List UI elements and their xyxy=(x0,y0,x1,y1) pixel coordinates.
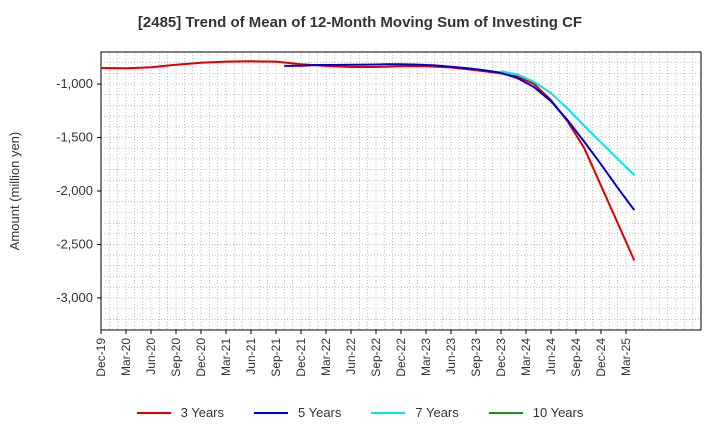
chart-title: [2485] Trend of Mean of 12-Month Moving … xyxy=(137,14,583,31)
legend-swatch xyxy=(488,411,523,414)
legend-swatch xyxy=(371,411,406,414)
x-tick-label: Sep-20 xyxy=(169,338,183,377)
legend-swatch xyxy=(136,411,171,414)
series-line-7-years xyxy=(500,70,635,176)
y-tick-label: -1,500 xyxy=(56,130,93,145)
x-tick-label: Jun-22 xyxy=(344,338,358,375)
grid-layer xyxy=(101,52,701,330)
x-tick-label: Jun-20 xyxy=(144,338,158,375)
x-tick-label: Dec-22 xyxy=(394,338,408,377)
x-tick-label: Mar-25 xyxy=(619,338,633,376)
legend-item-3-years: 3 Years xyxy=(136,405,224,420)
x-tick-label: Sep-23 xyxy=(469,338,483,377)
y-tick-label: -2,000 xyxy=(56,183,93,198)
legend: 3 Years 5 Years 7 Years 10 Years xyxy=(0,405,720,420)
series-layer xyxy=(100,60,636,261)
y-tick-label: -2,500 xyxy=(56,236,93,251)
x-tick-label: Mar-22 xyxy=(319,338,333,376)
x-tick-label: Dec-24 xyxy=(594,338,608,377)
x-tick-label: Mar-20 xyxy=(119,338,133,376)
x-tick-label: Dec-21 xyxy=(294,338,308,377)
legend-swatch xyxy=(254,411,288,414)
legend-label: 3 Years xyxy=(180,405,224,420)
x-tick-label: Jun-24 xyxy=(544,338,558,375)
legend-item-10-years: 10 Years xyxy=(488,405,584,420)
x-tick-label: Dec-19 xyxy=(94,338,108,377)
x-tick-label: Mar-21 xyxy=(219,338,233,376)
y-tick-label: -1,000 xyxy=(56,76,93,91)
legend-label: 7 Years xyxy=(415,405,459,420)
x-tick-label: Mar-24 xyxy=(519,338,533,376)
x-tick-label: Jun-23 xyxy=(444,338,458,375)
legend-item-5-years: 5 Years xyxy=(254,405,341,420)
x-tick-label: Dec-23 xyxy=(494,338,508,377)
x-tick-label: Dec-20 xyxy=(194,338,208,377)
legend-label: 5 Years xyxy=(298,405,342,420)
x-tick-label: Jun-21 xyxy=(244,338,258,375)
x-tick-label: Sep-21 xyxy=(269,338,283,377)
series-line-5-years xyxy=(284,63,636,211)
y-axis-label: Amount (million yen) xyxy=(7,132,22,251)
x-tick-label: Sep-24 xyxy=(569,338,583,377)
x-axis: Dec-19 Mar-20 Jun-20 Sep-20 Dec-20 Mar-21 Jun-… xyxy=(94,330,633,377)
y-axis: -1,000 -1,500 -2,000 -2,500 -3,000 xyxy=(56,76,101,305)
y-tick-label: -3,000 xyxy=(56,290,93,305)
legend-label: 10 Years xyxy=(532,405,584,420)
x-tick-label: Mar-23 xyxy=(419,338,433,376)
legend-item-7-years: 7 Years xyxy=(371,405,459,420)
x-tick-label: Sep-22 xyxy=(369,338,383,377)
